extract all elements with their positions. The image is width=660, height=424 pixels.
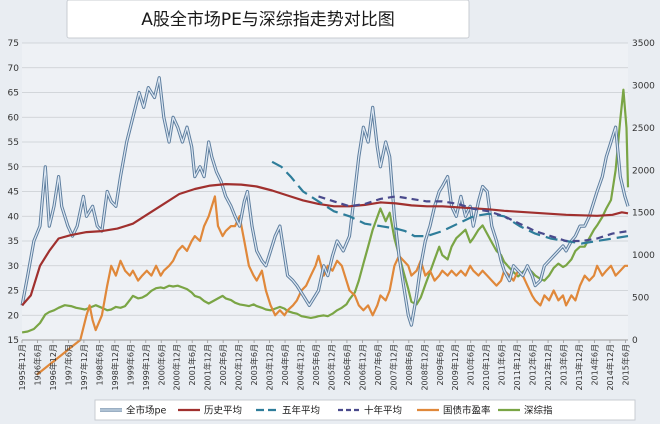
right-tick-label: 3000 <box>632 81 655 91</box>
right-tick-label: 2500 <box>632 124 655 134</box>
x-tick-label: 2012年12月 <box>543 344 553 391</box>
x-tick-label: 2001年6月 <box>187 344 197 385</box>
x-tick-label: 1999年6月 <box>125 344 135 385</box>
left-tick-label: 70 <box>8 64 20 74</box>
x-tick-label: 2011年6月 <box>497 344 507 385</box>
series-line-1 <box>21 183 629 307</box>
x-tick-label: 2009年12月 <box>450 344 460 391</box>
x-tick-label: 1996年6月 <box>32 344 42 385</box>
x-tick-label: 2014年6月 <box>589 344 599 385</box>
x-tick-label: 2004年12月 <box>296 344 306 391</box>
x-tick-label: 2009年6月 <box>435 344 445 385</box>
x-tick-label: 2003年6月 <box>249 344 259 385</box>
x-tick-label: 2010年12月 <box>481 344 491 391</box>
left-tick-label: 25 <box>8 287 19 297</box>
x-tick-label: 1998年6月 <box>94 344 104 385</box>
left-tick-label: 60 <box>8 113 20 123</box>
series-line-0 <box>21 77 629 326</box>
right-tick-label: 500 <box>632 294 649 304</box>
axis-layer: 15 20 25 30 35 40 45 50 55 60 65 70 75 0 500 1000 1500 20… <box>8 39 656 391</box>
left-tick-label: 55 <box>8 138 19 148</box>
left-tick-label: 20 <box>8 311 20 321</box>
left-tick-label: 75 <box>8 39 19 49</box>
grid-layer <box>22 42 628 341</box>
right-tick-label: 0 <box>632 336 638 346</box>
series-layer <box>20 76 630 376</box>
x-tick-label: 2006年6月 <box>342 344 352 385</box>
x-tick-label: 2013年12月 <box>574 344 584 391</box>
x-tick-label: 2006年12月 <box>357 344 367 391</box>
x-tick-label: 2007年6月 <box>373 344 383 385</box>
legend: 全市场pe 历史平均 五年平均 十年平均 国债市盈率 深综指 <box>94 399 636 421</box>
x-tick-label: 2005年6月 <box>311 344 321 385</box>
x-tick-label: 2014年12月 <box>605 344 615 391</box>
x-tick-label: 2002年12月 <box>234 344 244 391</box>
x-tick-label: 2010年6月 <box>466 344 476 385</box>
legend-label-1: 历史平均 <box>204 405 242 417</box>
legend-box <box>94 399 636 421</box>
left-tick-label: 45 <box>8 188 19 198</box>
right-tick-label: 1500 <box>632 209 655 219</box>
x-tick-label: 1995年12月 <box>17 344 27 391</box>
x-tick-label: 2012年6月 <box>528 344 538 385</box>
left-tick-label: 15 <box>8 336 19 346</box>
legend-label-4: 国债市盈率 <box>443 405 491 417</box>
right-tick-label: 2000 <box>632 166 655 176</box>
right-tick-label: 1000 <box>632 251 655 261</box>
x-tick-label: 2001年12月 <box>203 344 213 391</box>
series-line-4 <box>36 195 628 376</box>
x-tick-label: 2013年6月 <box>559 344 569 385</box>
x-tick-label: 2002年6月 <box>218 344 228 385</box>
x-tick-label: 1997年12月 <box>79 344 89 391</box>
x-tick-label: 2008年12月 <box>419 344 429 391</box>
x-tick-label: 1997年6月 <box>63 344 73 385</box>
x-tick-label: 2003年12月 <box>265 344 275 391</box>
x-tick-label: 2011年12月 <box>512 344 522 391</box>
left-tick-label: 50 <box>8 163 20 173</box>
left-tick-label: 35 <box>8 237 19 247</box>
title-box <box>66 0 470 39</box>
x-tick-label: 1998年12月 <box>110 344 120 391</box>
x-tick-label: 2000年6月 <box>156 344 166 385</box>
legend-label-5: 深综指 <box>524 405 553 417</box>
series-line-5 <box>21 88 630 334</box>
legend-label-0: 全市场pe <box>126 405 167 417</box>
x-tick-label: 2004年6月 <box>280 344 290 385</box>
legend-label-2: 五年平均 <box>282 405 320 417</box>
x-tick-label: 2015年6月 <box>620 344 630 385</box>
x-tick-label: 2000年12月 <box>172 344 182 391</box>
left-tick-label: 40 <box>8 212 20 222</box>
left-tick-label: 30 <box>8 262 20 272</box>
x-tick-label: 1999年12月 <box>141 344 151 391</box>
x-tick-label: 1996年12月 <box>48 344 58 391</box>
x-tick-label: 2008年6月 <box>404 344 414 385</box>
right-tick-label: 3500 <box>632 39 655 49</box>
legend-label-3: 十年平均 <box>364 405 402 417</box>
series-line-3 <box>318 195 629 243</box>
left-tick-label: 65 <box>8 89 19 99</box>
x-tick-label: 2007年12月 <box>388 344 398 391</box>
x-tick-label: 2005年12月 <box>326 344 336 391</box>
chart-title: A股全市场PE与深综指走势对比图 <box>141 10 395 30</box>
